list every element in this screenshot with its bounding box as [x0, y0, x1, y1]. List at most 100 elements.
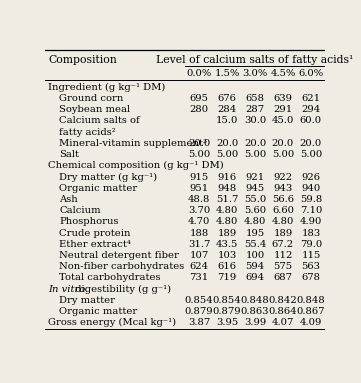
Text: Mineral-vitamin supplement³: Mineral-vitamin supplement³: [59, 139, 207, 148]
Text: 20.0: 20.0: [300, 139, 322, 148]
Text: 15.0: 15.0: [216, 116, 238, 126]
Text: 921: 921: [245, 172, 265, 182]
Text: 189: 189: [217, 229, 236, 237]
Text: fatty acids²: fatty acids²: [59, 128, 116, 137]
Text: 658: 658: [245, 94, 265, 103]
Text: 5.00: 5.00: [244, 150, 266, 159]
Text: 4.5%: 4.5%: [270, 69, 296, 78]
Text: 951: 951: [190, 184, 209, 193]
Text: Gross energy (Mcal kg⁻¹): Gross energy (Mcal kg⁻¹): [48, 318, 176, 327]
Text: Composition: Composition: [48, 55, 117, 65]
Text: 79.0: 79.0: [300, 240, 322, 249]
Text: 4.80: 4.80: [272, 217, 294, 226]
Text: 7.10: 7.10: [300, 206, 322, 215]
Text: Dry matter (g kg⁻¹): Dry matter (g kg⁻¹): [59, 172, 157, 182]
Text: 5.60: 5.60: [244, 206, 266, 215]
Text: 107: 107: [190, 251, 209, 260]
Text: 6.60: 6.60: [272, 206, 294, 215]
Text: Chemical composition (g kg⁻¹ DM): Chemical composition (g kg⁻¹ DM): [48, 161, 224, 170]
Text: 280: 280: [190, 105, 209, 114]
Text: 294: 294: [301, 105, 321, 114]
Text: 616: 616: [217, 262, 236, 271]
Text: 55.4: 55.4: [244, 240, 266, 249]
Text: 284: 284: [217, 105, 236, 114]
Text: Ether extract⁴: Ether extract⁴: [59, 240, 131, 249]
Text: 915: 915: [190, 172, 209, 182]
Text: Crude protein: Crude protein: [59, 229, 131, 237]
Text: 195: 195: [245, 229, 265, 237]
Text: Organic matter: Organic matter: [59, 307, 138, 316]
Text: 4.09: 4.09: [300, 318, 322, 327]
Text: In vitro: In vitro: [48, 285, 85, 294]
Text: Dry matter: Dry matter: [59, 296, 115, 305]
Text: 4.80: 4.80: [244, 217, 266, 226]
Text: 30.0: 30.0: [244, 116, 266, 126]
Text: Level of calcium salts of fatty acids¹: Level of calcium salts of fatty acids¹: [156, 55, 354, 65]
Text: 0.842: 0.842: [269, 296, 297, 305]
Text: 5.00: 5.00: [300, 150, 322, 159]
Text: 20.0: 20.0: [244, 139, 266, 148]
Text: 0.879: 0.879: [185, 307, 213, 316]
Text: 291: 291: [273, 105, 292, 114]
Text: Neutral detergent fiber: Neutral detergent fiber: [59, 251, 179, 260]
Text: 3.70: 3.70: [188, 206, 210, 215]
Text: Non-fiber carbohydrates: Non-fiber carbohydrates: [59, 262, 184, 271]
Text: 5.00: 5.00: [272, 150, 294, 159]
Text: 940: 940: [301, 184, 321, 193]
Text: 5.00: 5.00: [188, 150, 210, 159]
Text: 60.0: 60.0: [300, 116, 322, 126]
Text: 20.0: 20.0: [188, 139, 210, 148]
Text: 0.854: 0.854: [184, 296, 213, 305]
Text: 48.8: 48.8: [188, 195, 210, 204]
Text: 0.848: 0.848: [296, 296, 325, 305]
Text: 0.863: 0.863: [241, 307, 269, 316]
Text: 4.80: 4.80: [216, 217, 238, 226]
Text: 287: 287: [245, 105, 265, 114]
Text: 594: 594: [245, 262, 265, 271]
Text: 624: 624: [190, 262, 209, 271]
Text: 3.87: 3.87: [188, 318, 210, 327]
Text: Calcium salts of: Calcium salts of: [59, 116, 140, 126]
Text: Soybean meal: Soybean meal: [59, 105, 130, 114]
Text: 6.0%: 6.0%: [298, 69, 323, 78]
Text: 45.0: 45.0: [272, 116, 294, 126]
Text: Organic matter: Organic matter: [59, 184, 138, 193]
Text: 43.5: 43.5: [216, 240, 238, 249]
Text: 731: 731: [190, 273, 209, 282]
Text: 188: 188: [190, 229, 209, 237]
Text: 719: 719: [217, 273, 236, 282]
Text: 0.864: 0.864: [269, 307, 297, 316]
Text: 4.90: 4.90: [300, 217, 322, 226]
Text: 945: 945: [245, 184, 265, 193]
Text: Ground corn: Ground corn: [59, 94, 123, 103]
Text: 687: 687: [273, 273, 292, 282]
Text: 5.00: 5.00: [216, 150, 238, 159]
Text: 4.07: 4.07: [272, 318, 294, 327]
Text: 0.879: 0.879: [213, 307, 241, 316]
Text: 20.0: 20.0: [216, 139, 238, 148]
Text: 694: 694: [245, 273, 265, 282]
Text: 115: 115: [301, 251, 321, 260]
Text: 563: 563: [301, 262, 321, 271]
Text: 639: 639: [273, 94, 292, 103]
Text: 59.8: 59.8: [300, 195, 322, 204]
Text: Calcium: Calcium: [59, 206, 101, 215]
Text: 3.95: 3.95: [216, 318, 238, 327]
Text: Total carbohydrates: Total carbohydrates: [59, 273, 161, 282]
Text: 4.80: 4.80: [216, 206, 238, 215]
Text: 112: 112: [273, 251, 293, 260]
Text: 948: 948: [217, 184, 236, 193]
Text: digestibility (g g⁻¹): digestibility (g g⁻¹): [72, 285, 171, 294]
Text: 3.0%: 3.0%: [242, 69, 268, 78]
Text: 695: 695: [190, 94, 209, 103]
Text: 926: 926: [301, 172, 321, 182]
Text: 183: 183: [301, 229, 321, 237]
Text: 56.6: 56.6: [272, 195, 294, 204]
Text: 103: 103: [217, 251, 236, 260]
Text: 1.5%: 1.5%: [214, 69, 240, 78]
Text: 916: 916: [217, 172, 236, 182]
Text: 575: 575: [273, 262, 292, 271]
Text: 189: 189: [273, 229, 292, 237]
Text: 55.0: 55.0: [244, 195, 266, 204]
Text: 943: 943: [273, 184, 292, 193]
